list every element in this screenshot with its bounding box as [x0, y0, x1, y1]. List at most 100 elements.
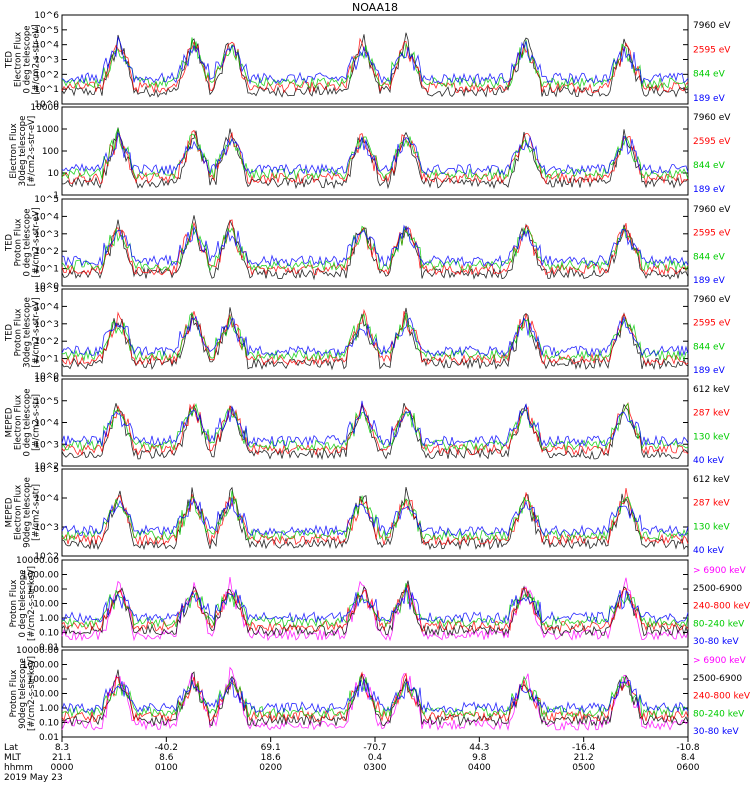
y-tick-label: 10000	[30, 103, 59, 113]
panel-frame	[61, 468, 689, 557]
y-label-line: Electron Flux	[9, 123, 19, 178]
series-trace	[61, 669, 689, 727]
y-tick-label: 100	[42, 147, 59, 157]
series-trace	[61, 584, 689, 633]
y-tick-label: 1000.00	[22, 571, 59, 581]
y-tick-label: 10.00	[33, 690, 59, 700]
series-trace	[61, 497, 689, 537]
legend-entry: 7960 eV	[693, 295, 731, 305]
series-trace	[61, 215, 689, 281]
y-tick-label: 10^6	[34, 375, 59, 385]
legend-entry: 612 keV	[693, 385, 730, 395]
y-tick-label: 1000.00	[22, 661, 59, 671]
series-trace	[61, 219, 689, 276]
x-row-label: Lat	[4, 743, 19, 753]
panel-2: 1 10 100 1000 10000 Electron Flux 30deg telesc…	[9, 103, 731, 201]
y-axis-label: Proton Flux 0 deg telescope [#/cm2-s-str-k…	[9, 566, 37, 641]
y-label-line: 30deg telescope	[23, 297, 33, 368]
series-trace	[61, 402, 689, 461]
panel-5: 10^2 10^3 10^4 10^5 10^6 MEPED Electron Flux 0 …	[5, 375, 731, 472]
panel-6: 10^2 10^3 10^4 10^5 MEPED Electron Flux 90deg …	[5, 465, 731, 562]
y-label-line: TED	[5, 50, 15, 69]
series-trace	[61, 315, 689, 358]
y-tick-label: 10^3	[34, 320, 59, 330]
y-tick-label: 0.10	[39, 629, 59, 639]
x-tick-mlt: 21.2	[574, 753, 594, 763]
legend-entry: 612 keV	[693, 475, 730, 485]
panel-frame	[61, 198, 689, 287]
legend-entry: 287 keV	[693, 409, 730, 419]
y-tick-label: 10^4	[34, 419, 59, 429]
y-tick-label: 10^4	[34, 212, 59, 222]
y-tick-label: 10^2	[34, 552, 59, 562]
legend-entry: 2500-6900	[693, 584, 742, 594]
y-axis-label: TED Electron Flux 0 deg telescope [#/cm2-s-…	[5, 24, 42, 94]
panel-frame	[61, 288, 689, 377]
x-tick-mlt: 18.6	[261, 753, 281, 763]
legend-entry: 130 keV	[693, 522, 730, 532]
legend-entry: 40 keV	[693, 456, 725, 466]
x-tick-lat: -70.7	[363, 743, 386, 753]
panel-1: 10^0 10^1 10^2 10^3 10^4 10^5 10^6 TED Electron …	[5, 11, 732, 110]
y-tick-label: 0.01	[39, 643, 59, 653]
x-tick-time: 0500	[572, 763, 595, 773]
x-row-label: MLT	[4, 753, 22, 763]
y-label-line: MEPED	[5, 407, 15, 437]
x-tick-time: 0300	[364, 763, 387, 773]
y-axis-label: TED Proton Flux 30deg telescope [#/cm2-s-st…	[5, 297, 42, 368]
y-axis-label: MEPED Electron Flux 90deg telescope [#/cm2-…	[5, 477, 42, 548]
y-label-line: Electron Flux	[14, 32, 24, 87]
y-label-line: 0 deg telescope	[18, 570, 28, 638]
y-tick-label: 10^6	[34, 11, 59, 21]
y-label-line: Proton Flux	[14, 219, 24, 267]
y-tick-label: 10^5	[34, 195, 59, 205]
series-trace	[61, 677, 689, 714]
y-label-line: [#/cm2-s-str-eV]	[32, 297, 42, 367]
y-label-line: [#/cm2-s-str-keV]	[27, 656, 37, 731]
y-tick-label: 1.00	[39, 614, 59, 624]
legend-entry: 189 eV	[693, 366, 726, 376]
legend-entry: 80-240 keV	[693, 709, 745, 719]
x-tick-lat: 8.3	[55, 743, 69, 753]
legend-entry: 7960 eV	[693, 113, 731, 123]
legend-entry: 844 eV	[693, 252, 726, 262]
y-tick-label: 10^4	[34, 302, 59, 312]
y-tick-label: 10^4	[34, 494, 59, 504]
y-tick-label: 0.10	[39, 719, 59, 729]
y-tick-label: 10^3	[34, 56, 59, 66]
y-tick-label: 10^1	[34, 265, 59, 275]
chart-title: NOAA18	[352, 1, 398, 14]
legend-entry: 189 eV	[693, 94, 726, 104]
series-trace	[62, 127, 689, 190]
y-tick-label: 10^0	[34, 100, 59, 110]
y-label-line: [#/cm2-s-str-eV]	[32, 207, 42, 277]
legend-entry: 130 keV	[693, 432, 730, 442]
legend-entry: > 6900 keV	[693, 566, 747, 576]
panel-7: 0.010.101.0010.00100.001000.0010000.00Pr…	[9, 556, 750, 653]
y-label-line: [#/cm2-s-str]	[32, 484, 42, 541]
y-tick-label: 100.00	[28, 675, 60, 685]
y-tick-label: 10^2	[34, 462, 59, 472]
x-tick-mlt: 0.4	[368, 753, 383, 763]
y-label-line: TED	[5, 233, 15, 252]
panel-8: 0.010.101.0010.00100.001000.0010000.00Pr…	[9, 646, 750, 743]
legend-entry: 30-80 keV	[693, 637, 739, 647]
y-tick-label: 0.01	[39, 733, 59, 743]
y-tick-label: 10000.00	[16, 646, 59, 656]
y-tick-label: 10^5	[34, 397, 59, 407]
series-trace	[61, 577, 689, 642]
y-tick-label: 10^3	[34, 523, 59, 533]
y-tick-label: 10^1	[34, 355, 59, 365]
y-label-line: Proton Flux	[14, 309, 24, 357]
y-label-line: Proton Flux	[9, 580, 19, 628]
series-trace	[61, 675, 689, 719]
y-tick-label: 10^5	[34, 465, 59, 475]
legend-entry: 2595 eV	[693, 229, 731, 239]
legend-entry: 40 keV	[693, 546, 725, 556]
x-tick-time: 0600	[677, 763, 700, 773]
legend-entry: 189 eV	[693, 185, 726, 195]
y-tick-label: 1	[53, 191, 59, 201]
y-label-line: Electron Flux	[14, 485, 24, 540]
legend-entry: 7960 eV	[693, 205, 731, 215]
